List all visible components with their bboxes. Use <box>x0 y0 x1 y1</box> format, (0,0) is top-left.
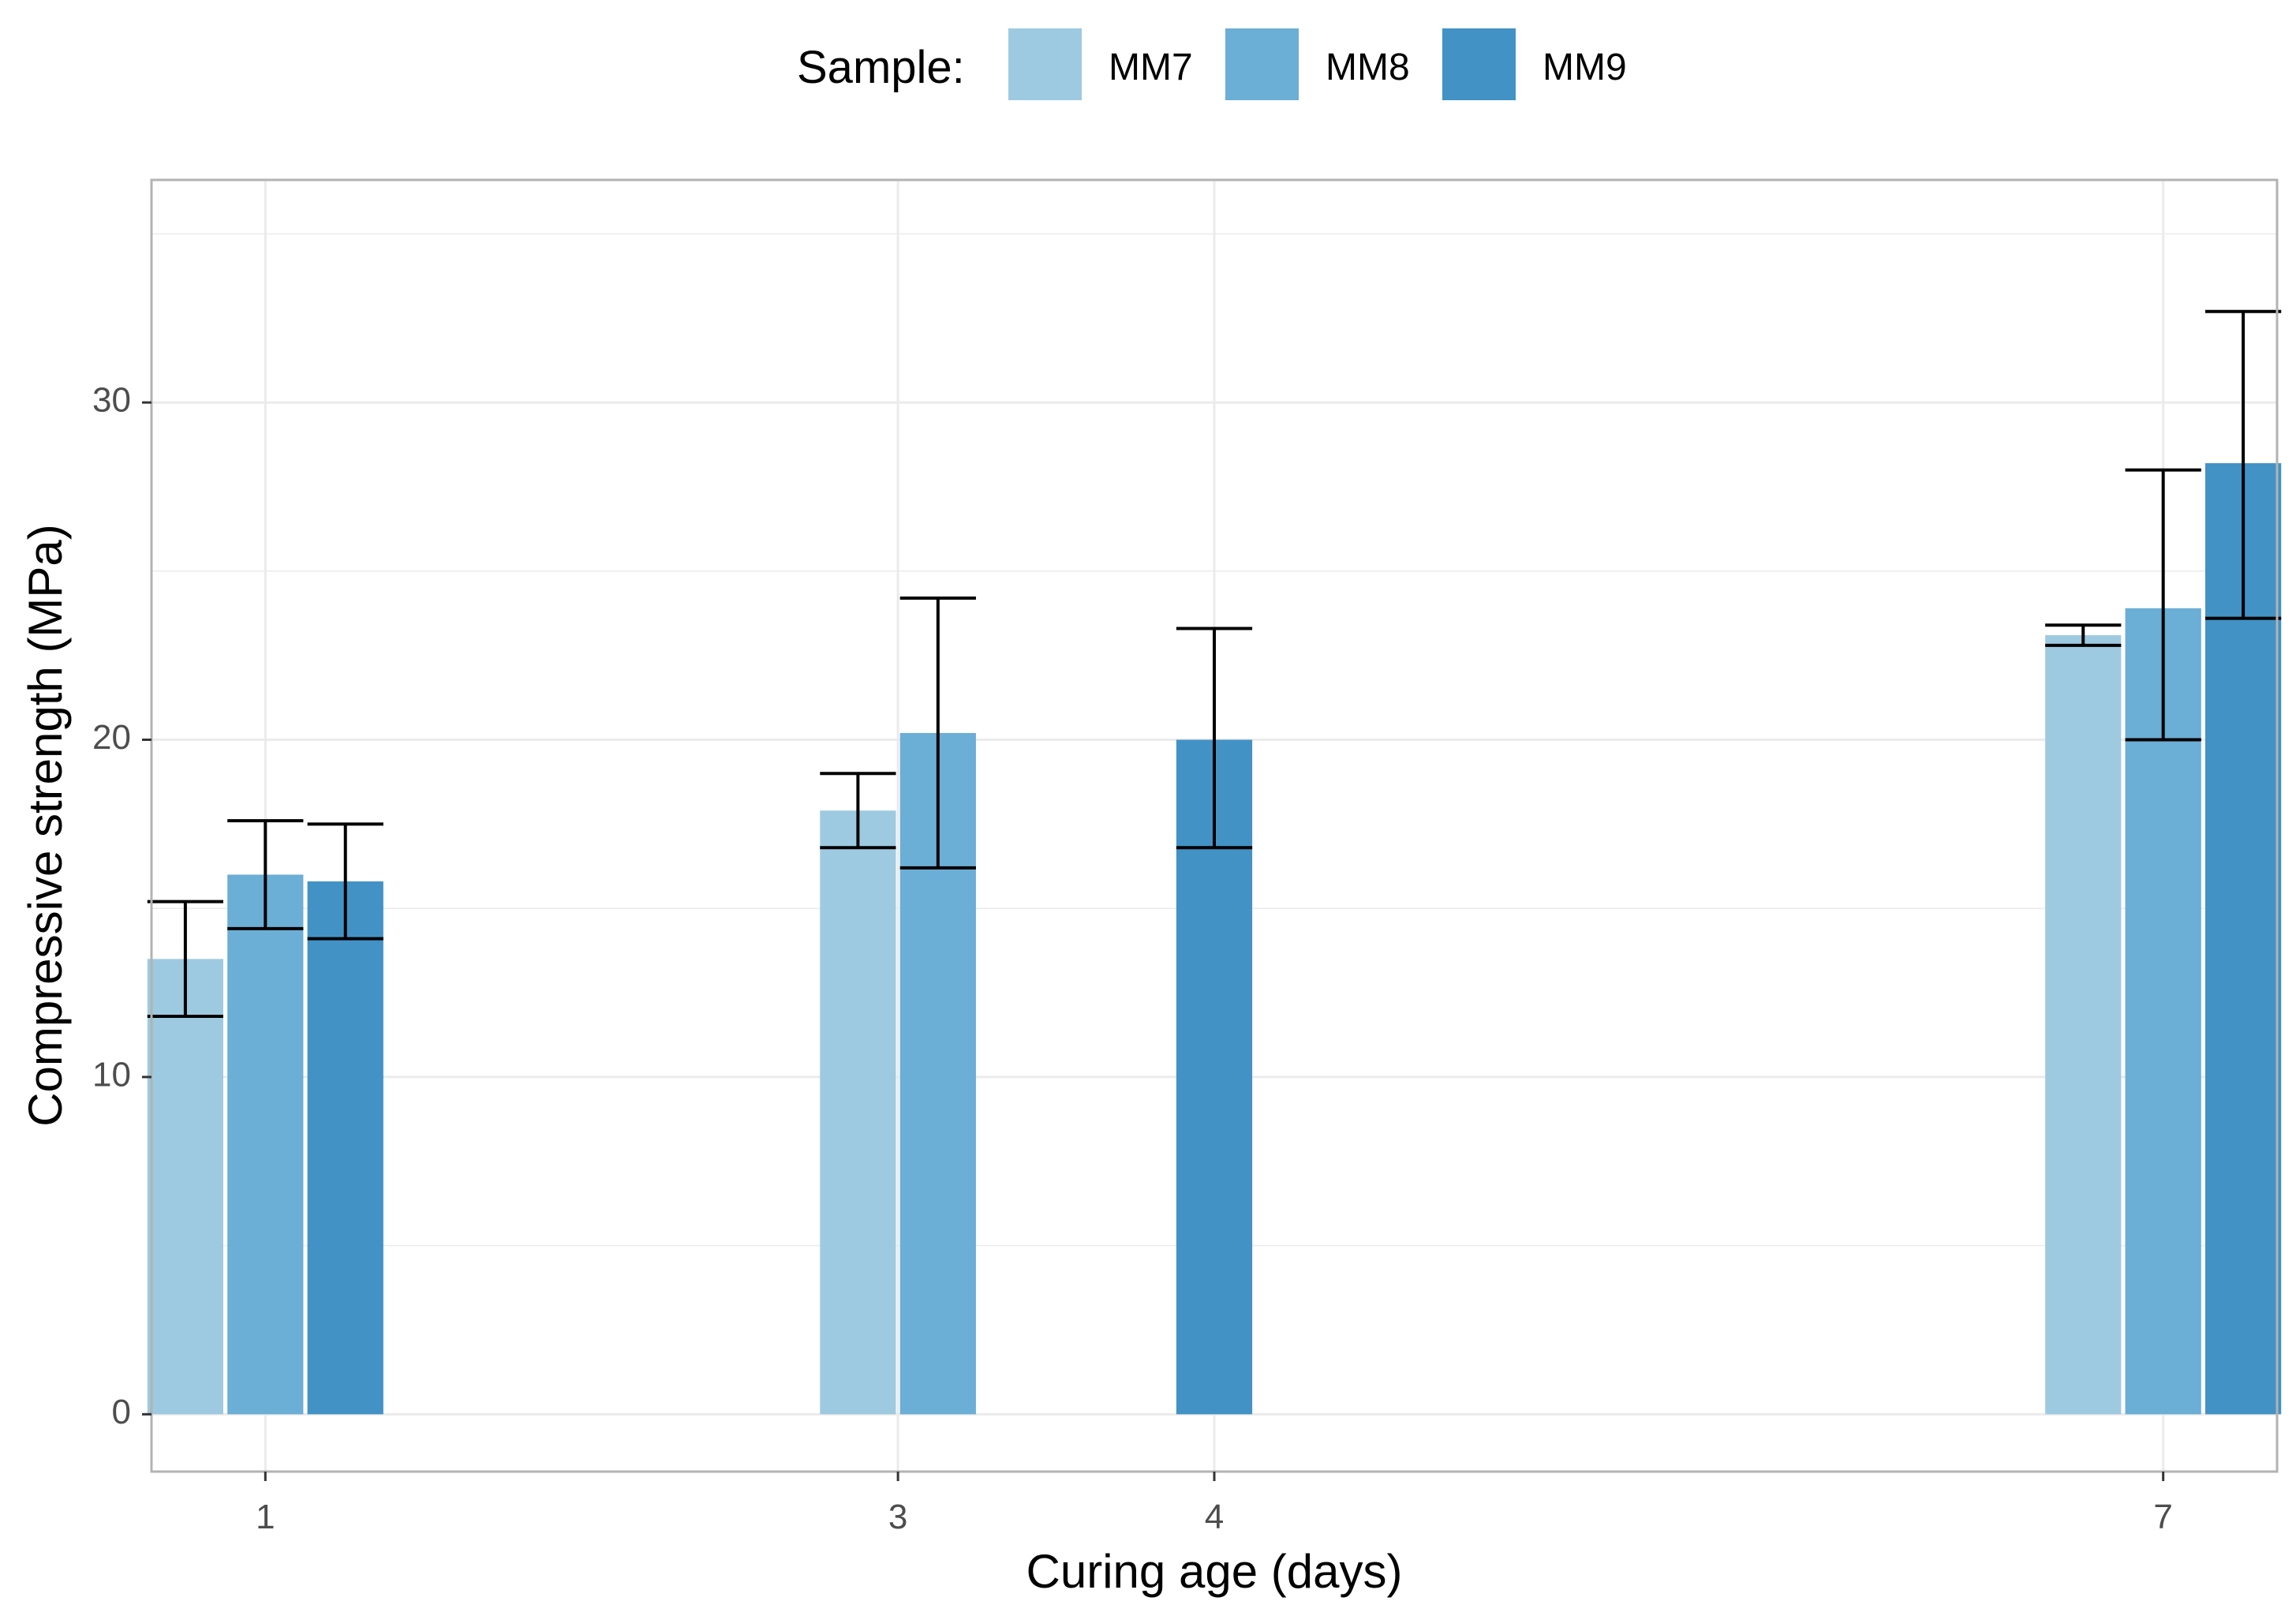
y-tick-marks <box>142 401 151 1416</box>
y-tick-label: 0 <box>112 1393 131 1431</box>
y-tick-label: 30 <box>92 381 131 420</box>
x-axis: 1 3 4 7 <box>256 1472 2173 1536</box>
bar-mm7 <box>2045 635 2122 1415</box>
plot-area <box>147 178 2282 1473</box>
bar-mm9 <box>307 881 383 1415</box>
y-tick-label: 10 <box>92 1056 131 1094</box>
bar-mm8 <box>227 874 304 1415</box>
x-tick-label: 7 <box>2153 1498 2172 1536</box>
bar-mm7 <box>820 810 896 1415</box>
bar-mm7 <box>147 959 224 1415</box>
legend-label-mm8: MM8 <box>1326 47 1410 88</box>
legend-title: Sample: <box>797 42 965 93</box>
legend-label-mm9: MM9 <box>1543 47 1627 88</box>
legend-swatch-mm8 <box>1225 28 1299 100</box>
y-tick-label: 20 <box>92 718 131 757</box>
x-tick-marks <box>264 1472 2165 1481</box>
error-bars-layer <box>147 309 2282 1018</box>
bar-mm8 <box>2125 608 2201 1415</box>
bar-mm9 <box>2204 463 2282 1415</box>
legend-swatch-mm7 <box>1008 28 1082 100</box>
bar-mm9 <box>1176 739 1253 1415</box>
y-axis: 0 10 20 30 <box>92 381 151 1431</box>
x-tick-label: 4 <box>1205 1498 1224 1536</box>
x-tick-label: 1 <box>256 1498 275 1536</box>
y-axis-title: Compressive strength (MPa) <box>19 524 72 1127</box>
legend: Sample: MM7 MM8 MM9 <box>797 28 1627 100</box>
legend-swatch-mm9 <box>1442 28 1516 100</box>
legend-label-mm7: MM7 <box>1109 47 1193 88</box>
x-tick-label: 3 <box>888 1498 907 1536</box>
x-axis-title: Curing age (days) <box>1026 1545 1403 1598</box>
bars-layer <box>147 463 2282 1415</box>
